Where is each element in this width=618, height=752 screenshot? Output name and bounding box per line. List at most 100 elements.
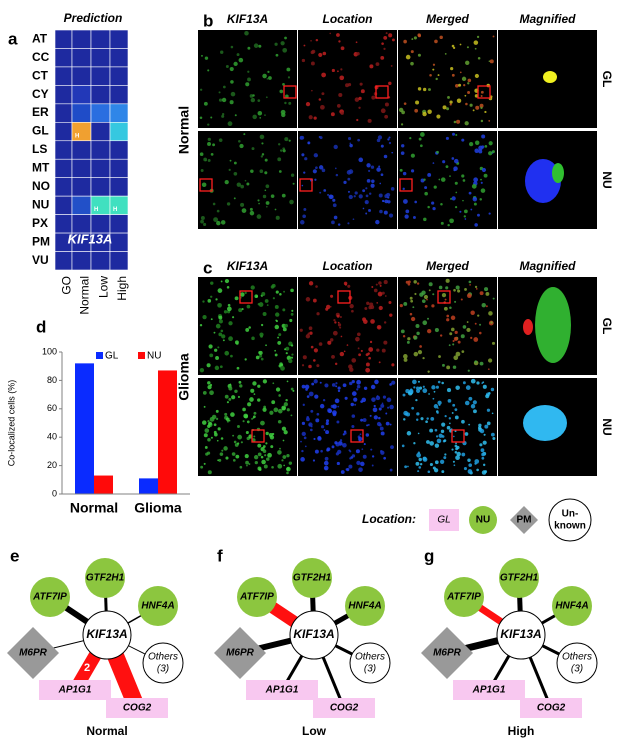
cell-dot	[339, 327, 341, 329]
cell-dot	[461, 453, 465, 457]
cell-dot	[314, 179, 316, 181]
cell-dot	[268, 76, 272, 80]
legend-item-label: NU	[476, 515, 490, 526]
cell-dot	[371, 286, 373, 288]
cell-dot	[316, 312, 319, 315]
heatmap-cell	[72, 104, 91, 122]
cell-dot	[225, 279, 229, 283]
cell-dot	[475, 141, 479, 145]
cell-dot	[491, 388, 494, 391]
cell-dot	[484, 287, 488, 291]
cell-dot	[379, 210, 383, 214]
cell-dot	[413, 442, 415, 444]
cell-dot	[344, 351, 346, 353]
cell-dot	[440, 460, 444, 464]
cell-dot	[237, 425, 240, 428]
cell-dot	[229, 169, 231, 171]
cell-dot	[348, 449, 350, 451]
cell-dot	[400, 304, 403, 307]
cell-dot	[481, 134, 485, 138]
cell-dot	[326, 305, 330, 309]
cell-dot	[200, 220, 204, 224]
cell-dot	[239, 58, 244, 63]
cell-dot	[332, 445, 335, 448]
cell-dot	[228, 304, 231, 307]
cell-dot	[440, 203, 443, 206]
cell-dot	[325, 468, 327, 470]
heatmap-cell	[55, 141, 72, 159]
cell-dot	[230, 67, 234, 71]
panel-letter: f	[217, 546, 223, 565]
cell-dot	[473, 337, 478, 342]
cell-dot	[230, 80, 234, 84]
cell-dot	[221, 115, 224, 118]
cell-dot	[417, 33, 420, 36]
cell-dot	[205, 446, 208, 449]
cell-dot	[424, 186, 427, 189]
cell-dot	[464, 215, 466, 217]
cell-dot	[366, 362, 370, 366]
cell-dot	[475, 74, 479, 78]
cell-dot	[359, 194, 363, 198]
cell-dot	[254, 455, 258, 459]
node-label: HNF4A	[348, 601, 381, 612]
cell-dot	[379, 361, 381, 363]
cell-dot	[433, 162, 435, 164]
heatmap-cell	[110, 104, 128, 122]
cell-dot	[237, 182, 241, 186]
cell-dot	[371, 96, 375, 100]
cell-dot	[291, 174, 294, 177]
cell-dot	[380, 56, 384, 60]
cell-dot	[291, 388, 294, 391]
cell-dot	[390, 424, 392, 426]
condition-label: High	[508, 724, 535, 738]
cell-dot	[442, 160, 445, 163]
cell-dot	[464, 288, 467, 291]
column-header: KIF13A	[227, 259, 268, 273]
column-label: GO	[60, 276, 74, 295]
cell-dot	[474, 203, 477, 206]
cell-dot	[210, 296, 212, 298]
cell-dot	[310, 410, 313, 413]
condition-label: Normal	[86, 724, 127, 738]
cell-dot	[219, 138, 223, 142]
cell-dot	[202, 420, 207, 425]
cell-dot	[304, 45, 306, 47]
cell-dot	[490, 59, 494, 63]
center-label: KIF13A	[293, 627, 334, 641]
cell-dot	[441, 423, 445, 427]
cell-dot	[473, 409, 477, 413]
cell-dot	[463, 84, 465, 86]
cell-dot	[356, 41, 358, 43]
cell-dot	[443, 456, 446, 459]
cell-dot	[327, 447, 331, 451]
cell-dot	[411, 169, 414, 172]
cell-dot	[454, 408, 457, 411]
cell-dot	[243, 420, 245, 422]
cell-dot	[207, 438, 211, 442]
cell-dot	[337, 462, 340, 465]
cell-dot	[480, 362, 484, 366]
cell-dot	[216, 324, 221, 329]
cell-dot	[217, 210, 220, 213]
cell-dot	[264, 171, 267, 174]
cell-dot	[283, 440, 285, 442]
cell-dot	[447, 426, 451, 430]
cell-dot	[226, 417, 230, 421]
cell-dot	[371, 166, 374, 169]
cell-dot	[257, 214, 262, 219]
cell-dot	[383, 48, 385, 50]
cell-dot	[227, 286, 230, 289]
cell-dot	[474, 360, 477, 363]
cell-dot	[403, 302, 407, 306]
cell-dot	[385, 295, 387, 297]
cell-dot	[428, 88, 431, 91]
cell-dot	[210, 117, 212, 119]
cell-dot	[446, 137, 449, 140]
cell-dot	[245, 461, 249, 465]
cell-dot	[484, 111, 486, 113]
cell-dot	[453, 355, 458, 360]
row-label: MT	[32, 161, 50, 175]
cell-dot	[353, 398, 357, 402]
cell-dot	[481, 182, 483, 184]
